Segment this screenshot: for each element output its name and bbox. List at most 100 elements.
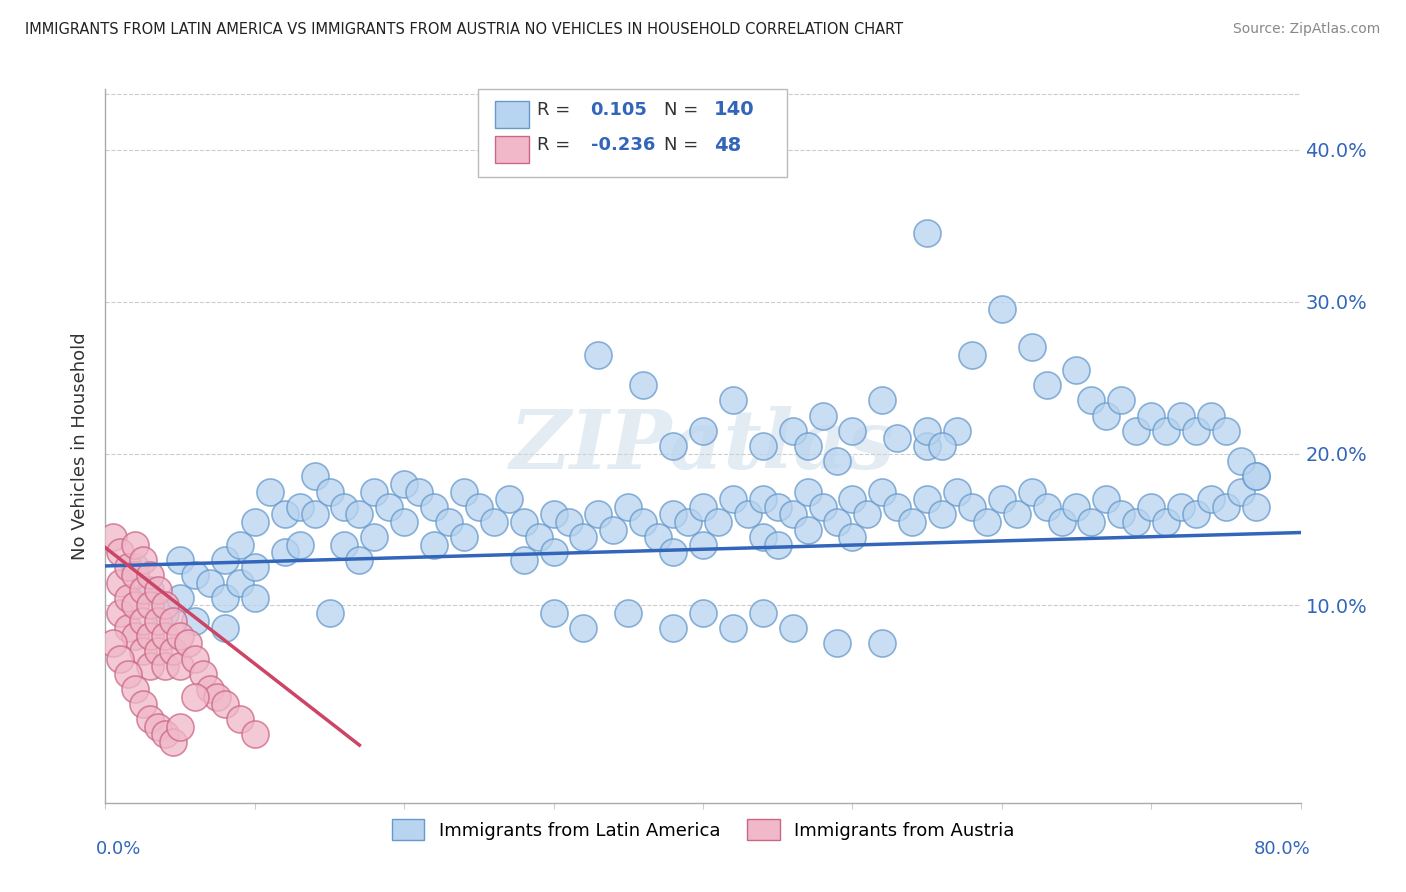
Text: N =: N = xyxy=(664,136,697,154)
Point xyxy=(214,591,236,605)
Point xyxy=(243,591,266,605)
Point xyxy=(155,599,177,613)
Point xyxy=(363,484,385,499)
Point xyxy=(124,538,146,552)
Point xyxy=(482,515,505,529)
Text: IMMIGRANTS FROM LATIN AMERICA VS IMMIGRANTS FROM AUSTRIA NO VEHICLES IN HOUSEHOL: IMMIGRANTS FROM LATIN AMERICA VS IMMIGRA… xyxy=(25,22,904,37)
Point xyxy=(960,500,983,514)
Point xyxy=(146,644,169,658)
Text: N =: N = xyxy=(664,101,697,119)
Point xyxy=(766,500,789,514)
Point xyxy=(1154,515,1177,529)
Point xyxy=(132,697,155,711)
Point xyxy=(169,629,191,643)
Point xyxy=(572,621,595,635)
Point xyxy=(155,727,177,741)
Text: 80.0%: 80.0% xyxy=(1254,840,1310,858)
Point xyxy=(572,530,595,544)
Point xyxy=(229,538,252,552)
Point xyxy=(110,651,132,665)
Point xyxy=(751,492,773,507)
Point xyxy=(602,523,624,537)
Point xyxy=(124,599,146,613)
Point xyxy=(198,575,221,590)
Point xyxy=(162,614,184,628)
Point xyxy=(766,538,789,552)
Point xyxy=(841,424,863,438)
Point xyxy=(990,492,1012,507)
Point xyxy=(692,424,714,438)
Point xyxy=(184,614,207,628)
Point xyxy=(1244,469,1267,483)
Point xyxy=(588,348,610,362)
Point xyxy=(527,530,550,544)
Point xyxy=(1111,508,1133,522)
Point xyxy=(124,568,146,582)
Point xyxy=(1244,500,1267,514)
Point xyxy=(124,681,146,696)
Point xyxy=(1185,424,1208,438)
Point xyxy=(1066,363,1088,377)
Point xyxy=(588,508,610,522)
Point xyxy=(1035,500,1057,514)
Point xyxy=(782,508,804,522)
Point xyxy=(437,515,460,529)
Text: ZIPatlas: ZIPatlas xyxy=(510,406,896,486)
Point xyxy=(872,636,894,650)
Point xyxy=(1140,409,1163,423)
Point xyxy=(198,681,221,696)
Point xyxy=(1215,500,1237,514)
Point xyxy=(169,659,191,673)
Point xyxy=(408,484,430,499)
Point xyxy=(155,606,177,620)
Point xyxy=(946,424,969,438)
Point xyxy=(155,629,177,643)
Point xyxy=(243,515,266,529)
Point xyxy=(349,553,371,567)
Point xyxy=(273,545,295,559)
Point xyxy=(243,560,266,574)
Point xyxy=(1244,469,1267,483)
Point xyxy=(811,500,834,514)
Point xyxy=(304,508,326,522)
Point xyxy=(453,530,475,544)
Point xyxy=(1021,340,1043,354)
Point xyxy=(288,500,311,514)
Point xyxy=(333,538,356,552)
Point xyxy=(363,530,385,544)
Point xyxy=(146,720,169,734)
Point xyxy=(132,644,155,658)
Point xyxy=(647,530,669,544)
Point xyxy=(139,568,162,582)
Point xyxy=(423,538,446,552)
Point xyxy=(117,666,139,681)
Point xyxy=(915,424,938,438)
Point xyxy=(513,515,536,529)
Point xyxy=(782,621,804,635)
Point xyxy=(751,606,773,620)
Point xyxy=(915,439,938,453)
Point xyxy=(692,538,714,552)
Point xyxy=(1021,484,1043,499)
Point xyxy=(1154,424,1177,438)
Point xyxy=(915,227,938,241)
Point xyxy=(662,439,685,453)
Point xyxy=(960,348,983,362)
Point xyxy=(101,636,124,650)
Point xyxy=(318,606,340,620)
Point xyxy=(662,545,685,559)
Point xyxy=(1005,508,1028,522)
Point xyxy=(214,697,236,711)
Point xyxy=(394,515,416,529)
Point xyxy=(139,712,162,726)
Point xyxy=(811,409,834,423)
Point xyxy=(184,568,207,582)
Point xyxy=(1199,492,1222,507)
Point xyxy=(856,508,879,522)
Point xyxy=(155,659,177,673)
Point xyxy=(915,492,938,507)
Point xyxy=(1080,515,1102,529)
Point xyxy=(976,515,998,529)
Point xyxy=(110,606,132,620)
Point xyxy=(1140,500,1163,514)
